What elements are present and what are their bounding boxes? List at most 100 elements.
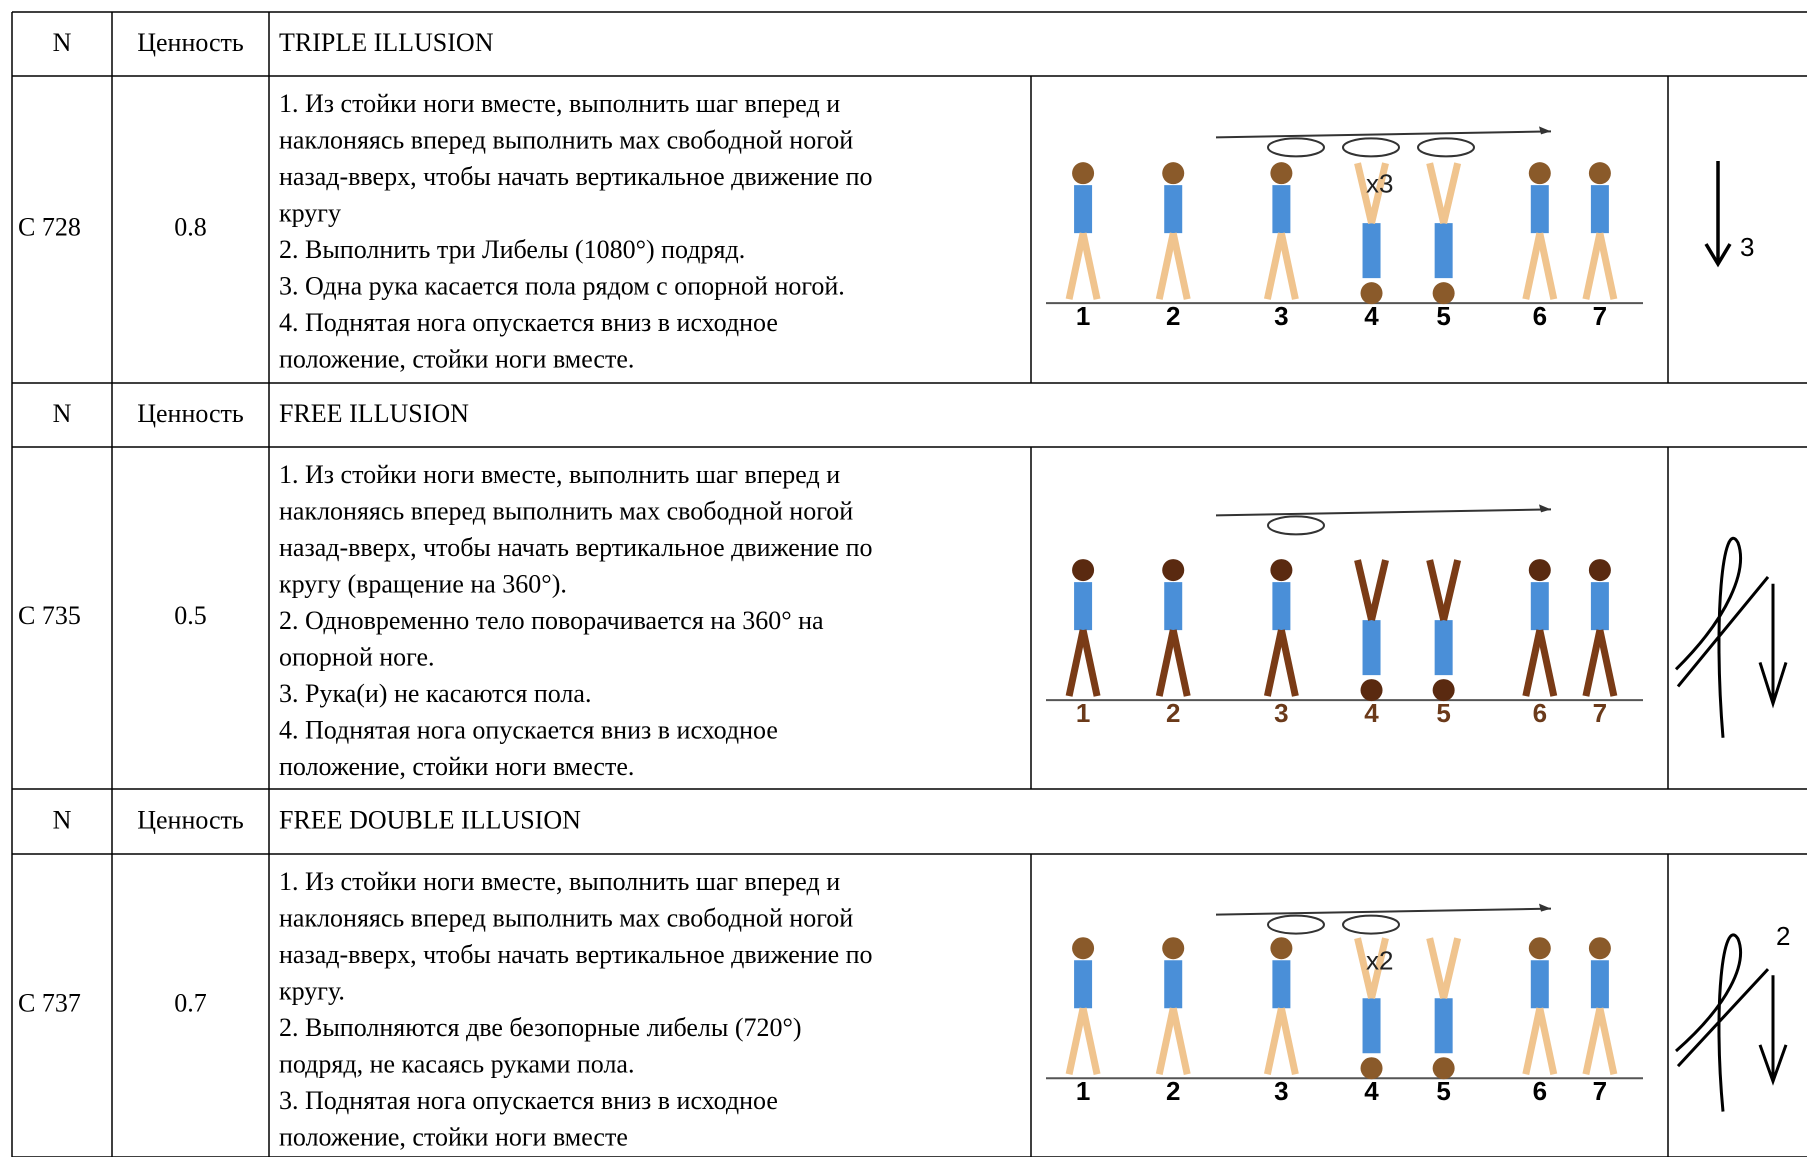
step-label: 4 [1364,301,1379,331]
header-title: FREE ILLUSION [279,399,469,428]
figure-leg [1522,629,1544,697]
figure: 1 2 3 4 5 6 7 x3 [1046,126,1643,331]
description-line: 2. Выполнить три Либелы (1080°) подряд. [279,235,745,264]
figure-leg [1440,559,1462,621]
figure-leg [1277,1007,1299,1075]
description-line: 1. Из стойки ноги вместе, выполнить шаг … [279,460,840,489]
figure-leg [1354,559,1375,621]
header-title: TRIPLE ILLUSION [279,28,494,57]
symbol-glyph [1674,536,1788,738]
loop [1267,914,1325,935]
step-label: 6 [1533,698,1547,728]
figure-leg [1079,1007,1101,1075]
description-line: 2. Одновременно тело поворачивается на 3… [279,606,824,635]
arrow-head [1539,126,1551,135]
figure-leg [1368,162,1389,224]
figure-leg [1426,937,1448,1000]
figure-leg [1155,1007,1177,1075]
description-line: назад-вверх, чтобы начать вертикальное д… [279,533,873,562]
figure-leg [1582,232,1604,300]
description-line: 3. Рука(и) не касаются пола. [279,679,591,708]
trajectory [1215,130,1552,139]
step-label: 3 [1274,301,1288,331]
figure-head [1162,162,1185,185]
figure-leg [1354,937,1375,1000]
header-title: FREE DOUBLE ILLUSION [279,805,581,834]
figure-leg [1263,629,1285,697]
step-label: 6 [1533,301,1547,331]
figure-leg [1065,1007,1087,1075]
description-line: кругу (вращение на 360°). [279,570,567,599]
step-label: 3 [1274,698,1288,728]
figure-leg [1155,232,1177,300]
element-value: 0.5 [174,601,207,630]
figure-leg [1065,232,1087,300]
symbol-index: 2 [1776,921,1790,951]
multiplier: x3 [1366,168,1393,198]
step-label: 4 [1364,698,1379,728]
description-line: опорной ноге. [279,643,435,672]
figure-leg [1522,232,1544,300]
description-line: 1. Из стойки ноги вместе, выполнить шаг … [279,89,840,118]
step-label: 4 [1364,1076,1379,1106]
loop [1342,914,1400,935]
figure-leg [1263,232,1285,300]
figure-leg [1536,232,1558,300]
description-line: назад-вверх, чтобы начать вертикальное д… [279,162,873,191]
description-line: 4. Поднятая нога опускается вниз в исход… [279,716,778,745]
figure-leg [1596,232,1618,300]
figure-leg [1263,1007,1285,1075]
figure: 1 2 3 4 5 6 7 x2 [1046,903,1643,1106]
header-n: N [53,28,72,57]
figure-leg [1440,937,1462,1000]
figure-leg [1368,937,1389,1000]
figure-head [1072,937,1095,960]
figure-head [1528,559,1551,582]
step-label: 5 [1436,301,1450,331]
element-value: 0.8 [174,212,207,241]
step-label: 1 [1076,301,1090,331]
figure-head [1072,162,1095,185]
figure-head [1270,162,1293,185]
description-line: 3. Одна рука касается пола рядом с опорн… [279,272,845,301]
figure-leg [1169,232,1191,300]
figure-leg [1536,629,1558,697]
description-line: положение, стойки ноги вместе. [279,752,634,781]
step-label: 7 [1593,1076,1607,1106]
header-value: Ценность [137,805,244,834]
figure-head [1528,937,1551,960]
header-n: N [53,399,72,428]
description-line: наклоняясь вперед выполнить мах свободно… [279,904,853,933]
element-code: C 735 [18,601,81,630]
figure-leg [1596,1007,1618,1075]
arrow-head [1539,504,1551,513]
figure-head [1432,282,1455,305]
figure-head [1360,282,1383,305]
figure-head [1162,937,1185,960]
step-label: 2 [1166,301,1180,331]
figure-head [1588,937,1611,960]
figure-leg [1426,559,1448,621]
figure-leg [1169,1007,1191,1075]
trajectory [1215,907,1552,916]
step-label: 3 [1274,1076,1288,1106]
loop [1417,137,1475,158]
step-label: 7 [1593,698,1607,728]
figure-leg [1169,629,1191,697]
figure-leg [1155,629,1177,697]
loop [1342,137,1400,158]
figure-leg [1426,162,1448,224]
step-label: 2 [1166,698,1180,728]
symbol-glyph [1675,933,1788,1112]
arrow-head [1539,903,1551,912]
figure-head [1162,559,1185,582]
element-value: 0.7 [174,988,207,1017]
figure-head [1432,1057,1455,1080]
figure-leg [1354,162,1375,224]
description-line: положение, стойки ноги вместе [279,1123,628,1152]
description-line: кругу. [279,977,345,1006]
description-line: 3. Поднятая нога опускается вниз в исход… [279,1086,778,1115]
step-label: 2 [1166,1076,1180,1106]
